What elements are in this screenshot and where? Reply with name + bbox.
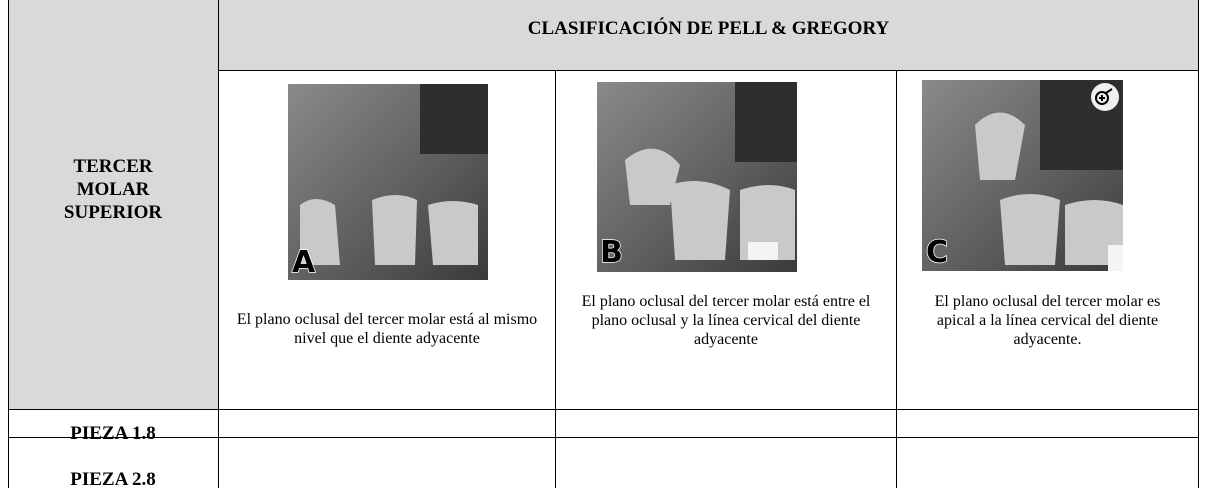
xray-a <box>288 84 488 280</box>
border <box>555 70 556 488</box>
image-label: C <box>926 235 948 270</box>
row-header: TERCER MOLAR SUPERIOR <box>63 156 163 223</box>
border <box>8 437 1199 438</box>
row-header-cell <box>8 0 218 409</box>
row-label: PIEZA 1.8 <box>70 423 156 444</box>
xray-c <box>922 80 1123 271</box>
table-title: CLASIFICACIÓN DE PELL & GREGORY <box>527 18 890 39</box>
border <box>218 70 1199 71</box>
image-label: A <box>292 245 316 280</box>
description: El plano oclusal del tercer molar es api… <box>934 293 1161 348</box>
header-cell <box>218 0 1199 70</box>
row-label: PIEZA 2.8 <box>70 469 156 490</box>
border <box>896 70 897 488</box>
border <box>218 0 219 488</box>
border <box>8 409 1199 410</box>
description: El plano oclusal del tercer molar está e… <box>581 293 871 348</box>
image-label: B <box>600 235 623 270</box>
description: El plano oclusal del tercer molar está a… <box>236 311 538 347</box>
xray-b <box>597 82 797 272</box>
border <box>1198 0 1199 488</box>
border <box>8 0 9 488</box>
